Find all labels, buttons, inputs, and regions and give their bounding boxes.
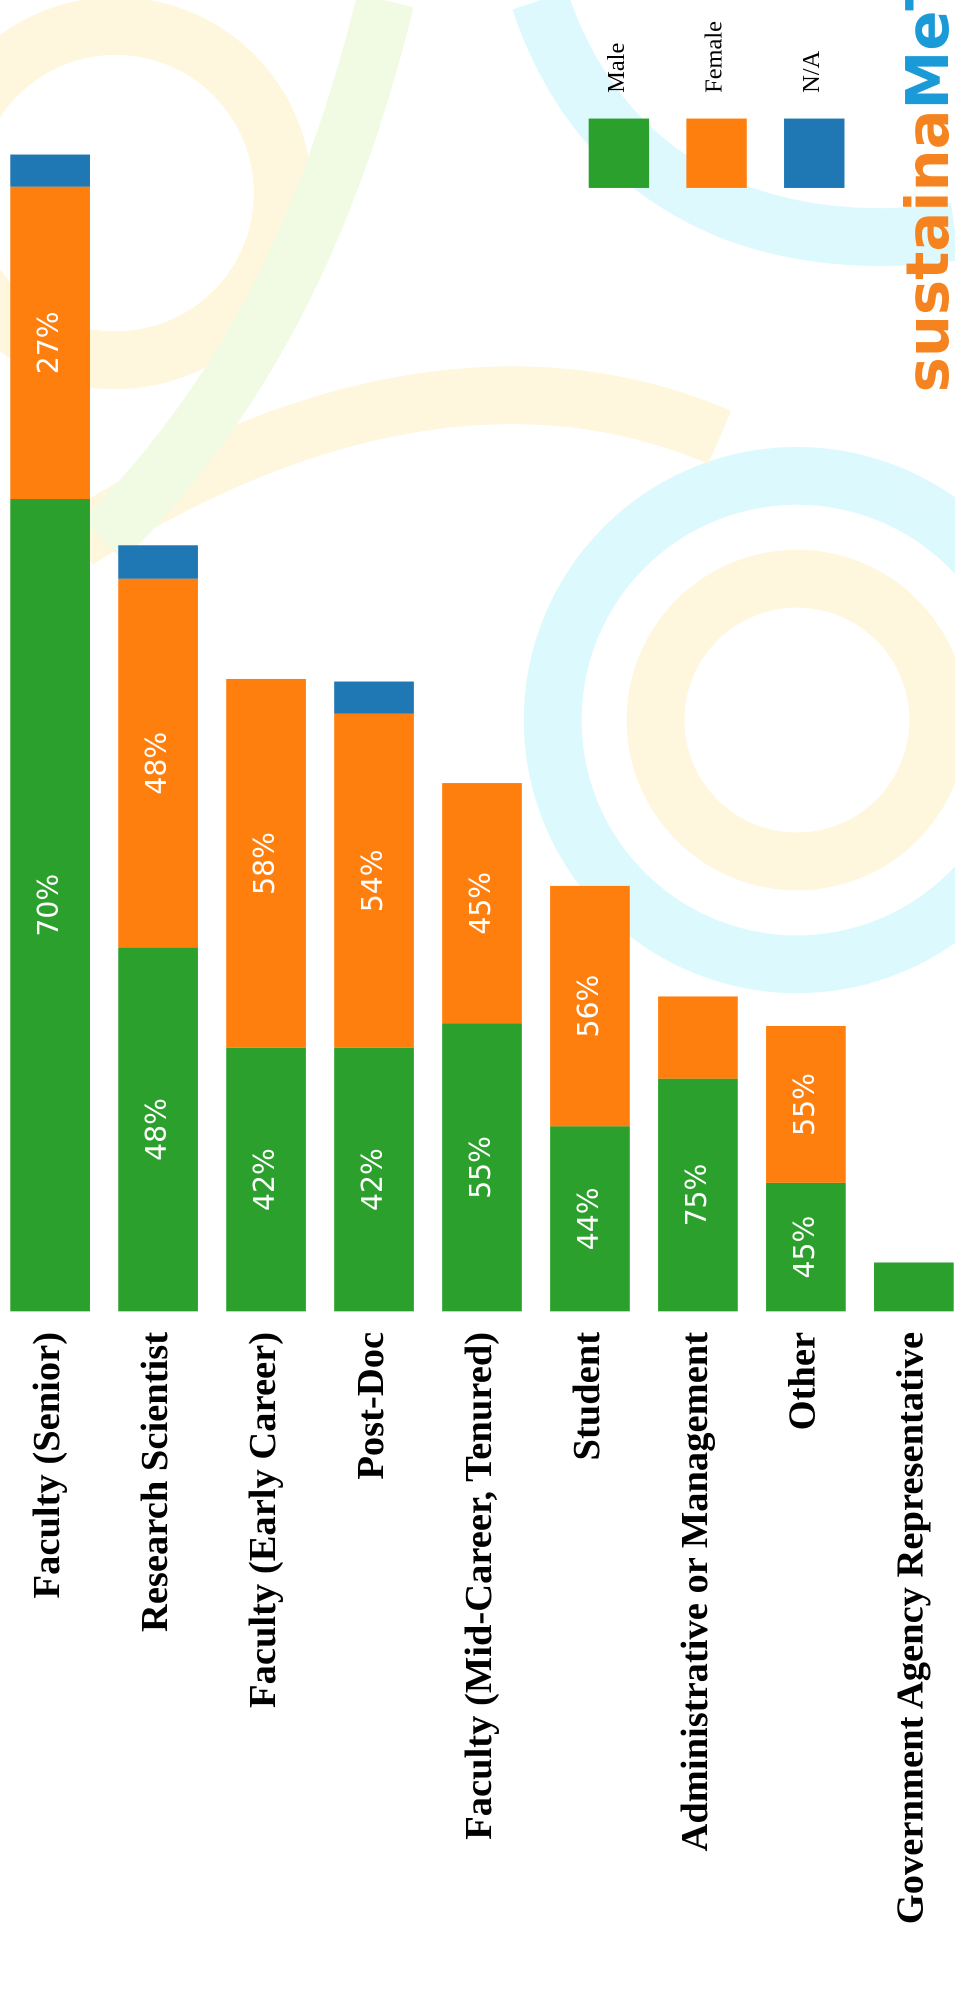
value-label: 55% [788, 1073, 821, 1136]
legend-label: Female [701, 21, 728, 93]
value-label: 44% [572, 1187, 605, 1250]
bar-segment [550, 885, 630, 1127]
value-label: 45% [788, 1216, 821, 1279]
swirl [523, 447, 955, 994]
value-label: 42% [356, 1148, 389, 1211]
value-label: 27% [32, 311, 65, 374]
bar-segment [658, 996, 738, 1079]
legend-swatch [686, 118, 747, 188]
bar-segment [550, 1126, 630, 1312]
category-label: Student [566, 1332, 608, 1461]
bar-segment [334, 713, 414, 1048]
swirl [626, 549, 955, 891]
legend-label: Male [603, 43, 630, 93]
bar-segment [10, 186, 90, 500]
category-label: Research Scientist [134, 1332, 176, 1632]
value-label: 75% [680, 1164, 713, 1227]
category-label: Post-Doc [350, 1332, 392, 1480]
bar-segment [334, 1047, 414, 1312]
bar-segment [226, 678, 306, 1048]
legend-swatch [784, 118, 845, 188]
bar-segment [766, 1182, 846, 1312]
background-decoration [0, 0, 955, 994]
value-label: 48% [140, 732, 173, 795]
bar-segment [442, 783, 522, 1024]
category-label: Administrative or Management [674, 1332, 716, 1852]
logo-part: MeTR [893, 0, 955, 109]
bar-segment [118, 947, 198, 1312]
bar-segment [10, 499, 90, 1312]
category-label: Other [782, 1332, 824, 1430]
swirl [0, 0, 312, 390]
bar-segment [766, 1025, 846, 1183]
bar-segment [118, 545, 198, 579]
legend-swatch [588, 118, 650, 188]
value-label: 54% [356, 849, 389, 912]
bar-segment [118, 578, 198, 948]
bar-segment [658, 1078, 738, 1312]
bar-segment [874, 1262, 954, 1312]
swirl [61, 366, 732, 565]
value-label: 45% [464, 872, 497, 935]
logo: sustainaMeTR [893, 0, 955, 392]
value-label: 56% [572, 975, 605, 1038]
value-label: 70% [32, 874, 65, 937]
bar-segment [10, 154, 90, 187]
category-label: Faculty (Early Career) [242, 1332, 284, 1708]
bar-segment [442, 1023, 522, 1312]
value-label: 48% [140, 1098, 173, 1161]
value-label: 58% [248, 832, 281, 895]
category-label: Faculty (Mid-Career, Tenured) [458, 1332, 500, 1840]
bar-segment [334, 681, 414, 714]
swirl [512, 0, 955, 266]
value-label: 42% [248, 1148, 281, 1211]
category-label: Faculty (Senior) [26, 1332, 68, 1599]
category-label: Government Agency Representative [890, 1332, 932, 1924]
logo-part: sustaina [893, 109, 955, 392]
legend-label: N/A [798, 50, 825, 92]
swirl [82, 0, 414, 561]
bar-segment [226, 1047, 306, 1312]
value-label: 55% [464, 1136, 497, 1199]
